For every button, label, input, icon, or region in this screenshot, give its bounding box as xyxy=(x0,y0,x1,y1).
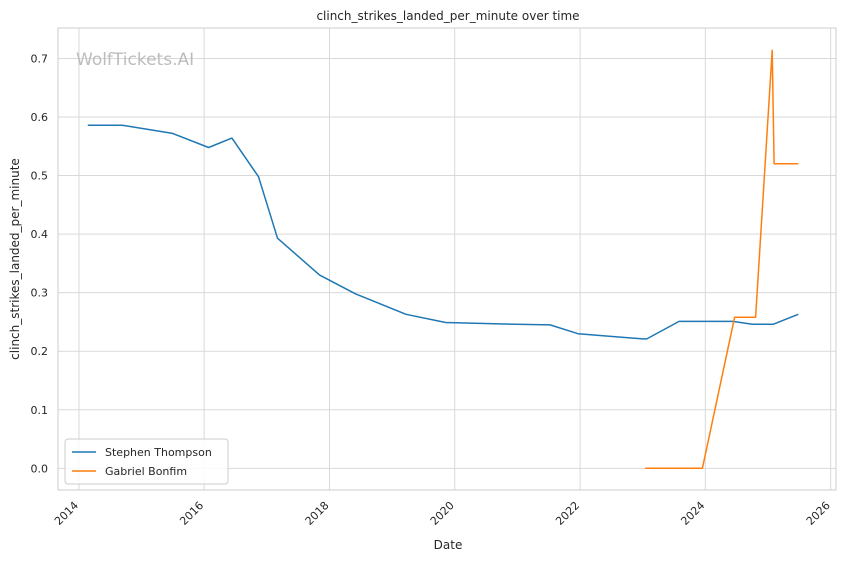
y-tick-label: 0.0 xyxy=(31,462,49,475)
grid xyxy=(58,28,836,490)
x-tick-label: 2024 xyxy=(678,499,707,528)
y-tick-label: 0.4 xyxy=(31,228,49,241)
series-line-gabriel-bonfim xyxy=(645,49,799,470)
watermark: WolfTickets.AI xyxy=(76,50,194,70)
x-tick-label: 2026 xyxy=(804,499,833,528)
y-tick-label: 0.5 xyxy=(31,170,49,183)
y-axis: 0.0 0.1 0.2 0.3 0.4 0.5 0.6 0.7 xyxy=(31,52,49,475)
legend-label-gabriel-bonfim: Gabriel Bonfim xyxy=(105,465,187,478)
y-tick-label: 0.3 xyxy=(31,287,49,300)
legend-label-stephen-thompson: Stephen Thompson xyxy=(105,446,212,459)
y-tick-label: 0.1 xyxy=(31,404,49,417)
plot-frame xyxy=(57,27,837,491)
legend-box xyxy=(64,438,229,485)
x-axis-title: Date xyxy=(434,538,463,552)
series-line-stephen-thompson xyxy=(87,124,799,340)
y-tick-label: 0.2 xyxy=(31,345,49,358)
x-tick-label: 2020 xyxy=(428,499,457,528)
series-layer xyxy=(87,49,799,470)
chart-title: clinch_strikes_landed_per_minute over ti… xyxy=(316,9,579,23)
x-tick-label: 2014 xyxy=(52,499,81,528)
x-axis: 2014 2016 2018 2020 2022 2024 2026 xyxy=(52,499,833,528)
y-tick-label: 0.6 xyxy=(31,111,49,124)
y-axis-title: clinch_strikes_landed_per_minute xyxy=(8,158,22,360)
legend: Stephen Thompson Gabriel Bonfim xyxy=(64,438,229,485)
y-tick-label: 0.7 xyxy=(31,52,49,65)
x-tick-label: 2022 xyxy=(553,499,582,528)
x-tick-label: 2018 xyxy=(303,499,332,528)
x-tick-label: 2016 xyxy=(177,499,206,528)
